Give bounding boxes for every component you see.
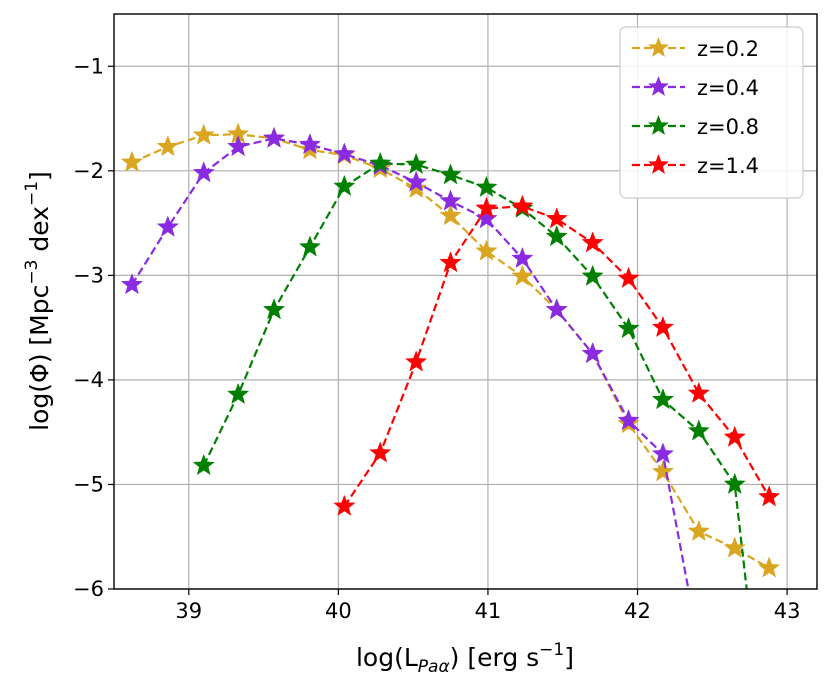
data-point — [262, 298, 286, 320]
data-point — [439, 163, 462, 185]
y-tick-label: −6 — [73, 577, 104, 601]
data-point — [120, 150, 144, 172]
data-point — [439, 251, 462, 273]
data-point — [120, 273, 144, 295]
data-point — [757, 485, 781, 507]
x-tick-label: 42 — [624, 599, 651, 623]
data-point — [227, 135, 250, 157]
data-point — [475, 196, 498, 218]
data-point — [545, 224, 568, 247]
data-point — [156, 135, 179, 157]
data-point — [581, 264, 604, 286]
data-point — [511, 246, 534, 269]
y-tick-label: −1 — [73, 54, 104, 78]
data-point — [156, 215, 179, 237]
data-point — [405, 176, 428, 199]
data-point — [617, 266, 640, 288]
data-point — [511, 194, 534, 216]
data-point — [369, 151, 392, 173]
y-tick-label: −4 — [73, 368, 104, 392]
data-point — [651, 460, 675, 482]
series-line-z=1.4 — [343, 205, 771, 508]
legend-marker — [648, 154, 669, 174]
y-tick-label: −2 — [73, 159, 104, 183]
legend-box — [619, 26, 804, 199]
data-point — [687, 419, 710, 441]
data-point — [192, 123, 215, 145]
data-point — [511, 264, 534, 286]
data-point — [723, 536, 746, 558]
data-point — [333, 174, 356, 196]
legend-marker — [648, 76, 669, 96]
data-point — [439, 189, 462, 211]
data-point — [651, 388, 675, 410]
data-point — [581, 231, 604, 253]
data-point — [475, 239, 498, 261]
legend-label: z=0.4 — [697, 76, 759, 100]
data-point — [333, 142, 356, 164]
data-point — [405, 170, 428, 192]
data-point — [227, 382, 250, 405]
x-axis-label: log(LPaα) [erg s−1] — [356, 640, 574, 677]
legend-label: z=0.8 — [697, 115, 759, 139]
data-point — [333, 494, 356, 516]
data-point — [687, 519, 710, 541]
data-point — [723, 472, 746, 494]
y-axis-label: log(Φ) [Mpc−3 dex−1] — [22, 171, 54, 431]
legend-marker — [648, 37, 669, 57]
data-point — [262, 126, 286, 148]
data-point — [298, 235, 322, 257]
data-point — [298, 132, 322, 155]
data-point — [192, 161, 215, 183]
x-tick-label: 41 — [475, 599, 502, 623]
data-point — [475, 207, 498, 229]
legend: z=0.2 z=0.4 z=0.8 z=1.4 — [619, 26, 804, 199]
data-point — [369, 441, 392, 463]
data-point — [687, 381, 710, 403]
y-tick-label: −3 — [73, 263, 104, 287]
data-point — [651, 315, 675, 338]
series-line-z=0.8 — [202, 162, 748, 589]
legend-marker — [648, 115, 669, 135]
series-line-z=0.4 — [131, 137, 690, 589]
y-tick-label: −5 — [73, 472, 104, 496]
data-point — [405, 152, 428, 175]
x-tick-label: 43 — [774, 599, 801, 623]
data-point — [545, 298, 568, 320]
data-point — [405, 350, 428, 372]
x-tick-label: 40 — [325, 599, 352, 623]
legend-label: z=1.4 — [697, 154, 759, 178]
data-point — [617, 316, 640, 339]
data-point — [545, 207, 568, 229]
data-point — [475, 175, 498, 198]
data-point — [617, 408, 640, 431]
data-point — [581, 342, 604, 364]
data-point — [723, 425, 746, 447]
data-point — [757, 556, 781, 578]
legend-label: z=0.2 — [697, 37, 759, 61]
series-layer — [120, 122, 781, 589]
data-point — [192, 453, 215, 476]
plot-frame — [113, 13, 818, 590]
data-point — [651, 442, 675, 464]
data-point — [439, 204, 462, 226]
ticks: 39 40 41 42 43 −1 −2 −3 −4 −5 −6 — [73, 54, 800, 623]
x-tick-label: 39 — [175, 599, 202, 623]
